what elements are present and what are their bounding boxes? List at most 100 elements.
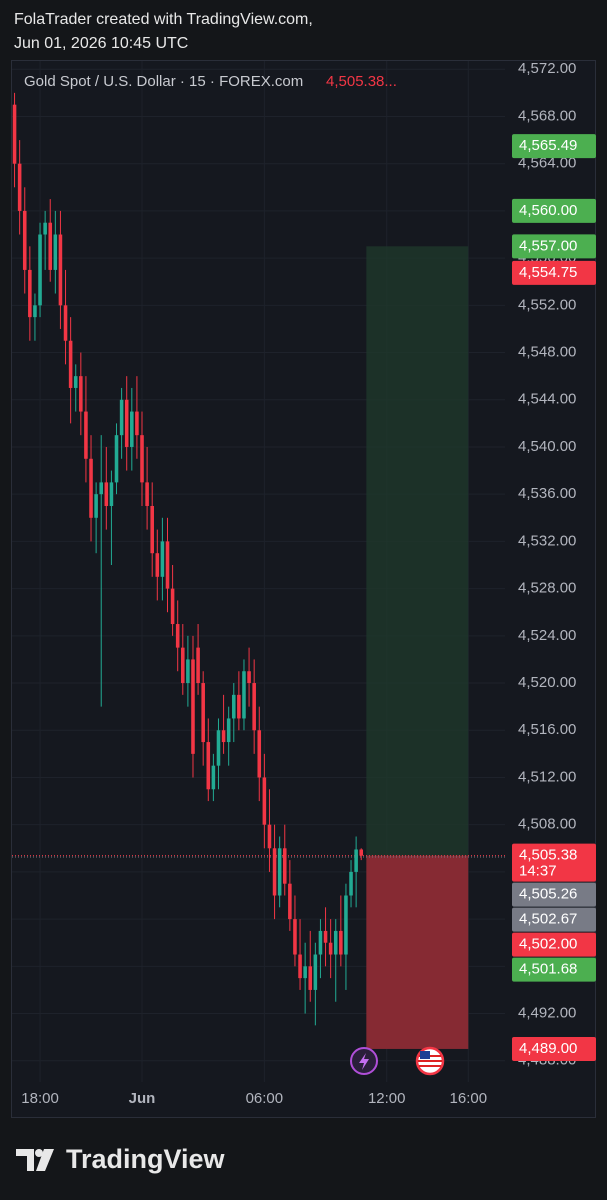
- price-marker-label: 4,501.68: [519, 961, 577, 978]
- tradingview-logo: [16, 1149, 54, 1171]
- chart-title: Gold Spot / U.S. Dollar · 15 · FOREX.com: [24, 73, 303, 90]
- x-tick-label: 18:00: [21, 1090, 59, 1107]
- candle-body: [104, 482, 109, 506]
- candle-body: [323, 930, 328, 943]
- event-icon[interactable]: [350, 1047, 378, 1075]
- price-marker: [512, 134, 596, 159]
- candle-body: [231, 694, 236, 719]
- candle-body: [73, 376, 78, 388]
- candle-body: [303, 966, 307, 979]
- candle-body: [359, 849, 364, 856]
- candle-body: [119, 399, 124, 436]
- candle-body: [43, 222, 47, 235]
- y-tick-label: 4,544.00: [518, 391, 576, 408]
- x-tick-label: 12:00: [368, 1090, 406, 1107]
- candle-body: [206, 742, 211, 790]
- candle-body: [277, 848, 282, 896]
- y-tick-label: 4,516.00: [518, 721, 576, 738]
- candle-body: [349, 871, 353, 896]
- last-price: 4,505.38...: [326, 73, 397, 90]
- candle-body: [318, 930, 323, 955]
- candle-body: [22, 210, 27, 270]
- candle-body: [339, 930, 343, 955]
- price-marker: [512, 932, 596, 957]
- candle-body: [196, 647, 200, 684]
- candle-body: [89, 458, 93, 518]
- candle-body: [53, 234, 58, 270]
- candle-body: [328, 942, 333, 955]
- candle-body: [181, 647, 185, 684]
- y-tick-label: 4,520.00: [518, 674, 576, 691]
- candle-body: [155, 553, 160, 577]
- price-marker: [512, 234, 596, 259]
- y-tick-label: 4,568.00: [518, 107, 576, 124]
- logo-mark: [16, 1149, 54, 1171]
- candle-body: [201, 683, 205, 743]
- candle-body: [170, 588, 175, 625]
- candle-body: [33, 305, 37, 318]
- price-marker-label: 4,554.75: [519, 264, 577, 281]
- candle-body: [145, 482, 149, 506]
- y-tick-label: 4,492.00: [518, 1005, 576, 1022]
- price-marker: [512, 260, 596, 285]
- candle-body: [99, 482, 104, 495]
- price-marker-label: 4,502.67: [519, 911, 577, 928]
- header-line: FolaTrader created with TradingView.com,: [14, 11, 313, 28]
- candle-body: [237, 694, 241, 719]
- candle-body: [28, 269, 32, 318]
- candle-body: [12, 104, 17, 164]
- y-tick-label: 4,540.00: [518, 438, 576, 455]
- y-tick-label: 4,548.00: [518, 344, 576, 361]
- price-marker-label: 4,565.49: [519, 137, 577, 154]
- price-marker: [512, 882, 596, 907]
- price-marker: [512, 907, 596, 932]
- candle-body: [267, 824, 272, 849]
- candle-body: [165, 541, 170, 589]
- y-tick-label: 4,528.00: [518, 580, 576, 597]
- candle-body: [94, 494, 98, 518]
- candle-body: [68, 340, 73, 388]
- footer-brand: TradingView: [66, 1144, 226, 1174]
- candle-body: [272, 848, 277, 896]
- candle-body: [247, 671, 251, 684]
- y-tick-label: 4,532.00: [518, 532, 576, 549]
- y-tick-label: 4,524.00: [518, 627, 576, 644]
- candle-body: [186, 659, 190, 684]
- logo-dot: [35, 1149, 43, 1157]
- candle-body: [354, 849, 358, 872]
- candle-body: [298, 954, 302, 979]
- flag-icon[interactable]: [415, 1046, 445, 1076]
- price-marker: [512, 957, 596, 982]
- candle-body: [135, 411, 139, 436]
- price-marker: [512, 1036, 596, 1061]
- candle-body: [288, 883, 292, 920]
- candle-body: [313, 954, 318, 990]
- candle-body: [221, 730, 226, 743]
- y-tick-label: 4,536.00: [518, 485, 576, 502]
- candle-body: [140, 435, 144, 483]
- candle-body: [242, 671, 246, 719]
- candle-body: [226, 718, 231, 743]
- candle-body: [333, 930, 338, 955]
- candle-body: [150, 505, 154, 554]
- candle-body: [216, 730, 221, 766]
- candle-body: [130, 411, 134, 447]
- candle-body: [257, 730, 262, 778]
- candle-body: [48, 222, 53, 270]
- price-marker-label: 4,502.00: [519, 936, 577, 953]
- candle-body: [109, 482, 114, 506]
- y-tick-label: 4,508.00: [518, 816, 576, 833]
- price-marker: [512, 843, 596, 882]
- price-marker-label: 4,505.38: [519, 847, 577, 864]
- x-tick-label: 16:00: [450, 1090, 488, 1107]
- loss-zone: [366, 855, 469, 1049]
- price-marker-label: 4,557.00: [519, 237, 577, 254]
- price-marker-label: 4,489.00: [519, 1040, 577, 1057]
- candle-body: [124, 399, 129, 447]
- price-marker-label: 4,505.26: [519, 886, 577, 903]
- candle-body: [252, 683, 256, 731]
- candle-body: [293, 919, 297, 955]
- candle-body: [79, 376, 83, 412]
